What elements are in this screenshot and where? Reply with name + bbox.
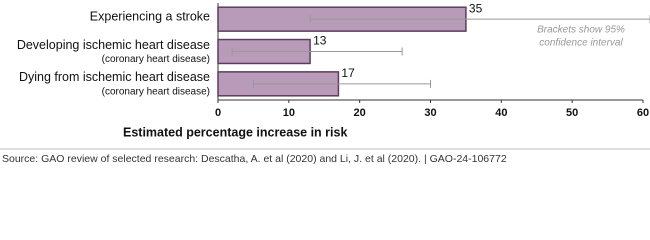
y-tick-label: Developing ischemic heart disease: [17, 38, 210, 52]
y-tick-label: Experiencing a stroke: [90, 9, 210, 23]
x-tick-label: 40: [495, 107, 507, 119]
chart: Estimated percentage increase in risk So…: [0, 1, 650, 165]
x-tick-label: 30: [424, 107, 436, 119]
y-tick-label: Dying from ischemic heart disease: [19, 70, 210, 84]
y-tick-sublabel: (coronary heart disease): [102, 54, 210, 65]
x-tick-label: 20: [354, 107, 366, 119]
x-tick-label: 60: [637, 107, 649, 119]
x-axis-label: Estimated percentage increase in risk: [123, 125, 347, 139]
data-label: 17: [341, 66, 355, 80]
data-label: 35: [469, 1, 483, 15]
y-tick-sublabel: (coronary heart disease): [102, 86, 210, 97]
source: Source: GAO review of selected research:…: [2, 153, 507, 165]
annotation: Brackets show 95%: [537, 25, 625, 36]
x-tick-label: 10: [283, 107, 295, 119]
x-tick-label: 0: [215, 107, 221, 119]
annotation: confidence interval: [539, 38, 623, 49]
data-label: 13: [313, 34, 327, 48]
x-tick-label: 50: [566, 107, 578, 119]
